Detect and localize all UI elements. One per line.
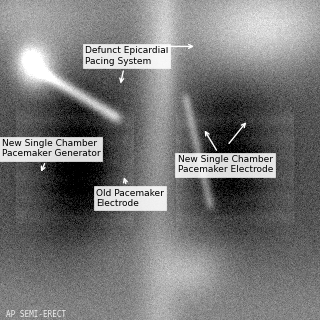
Text: AP SEMI-ERECT: AP SEMI-ERECT [6,310,67,319]
Text: New Single Chamber
Pacemaker Electrode: New Single Chamber Pacemaker Electrode [178,132,273,174]
Text: New Single Chamber
Pacemaker Generator: New Single Chamber Pacemaker Generator [2,139,100,171]
Text: Old Pacemaker
Electrode: Old Pacemaker Electrode [96,179,164,208]
Text: Defunct Epicardial
Pacing System: Defunct Epicardial Pacing System [85,46,168,82]
